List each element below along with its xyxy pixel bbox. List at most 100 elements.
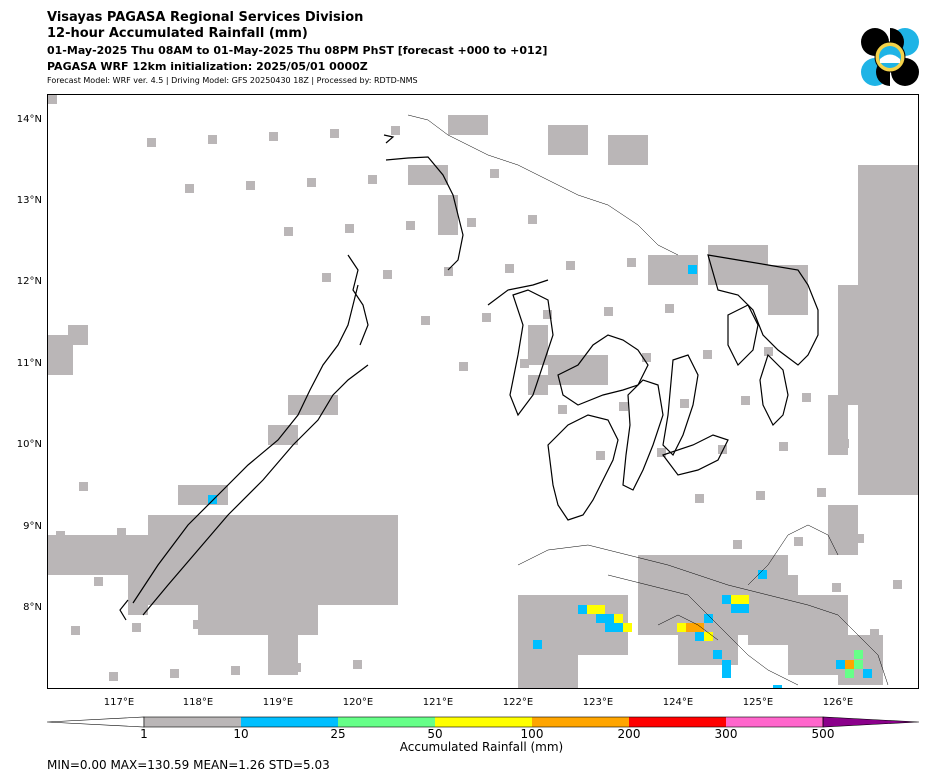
rain-cell	[185, 184, 194, 193]
rain-cell	[345, 224, 354, 233]
rain-cell	[198, 595, 318, 635]
rain-cell	[604, 307, 613, 316]
rain-cell	[627, 258, 636, 267]
colorbar-cell	[532, 717, 629, 727]
rain-cell	[703, 350, 712, 359]
rain-cell	[893, 580, 902, 589]
colorbar-tick: 10	[233, 727, 249, 741]
colorbar-cells	[144, 717, 823, 727]
colorbar-tick: 300	[714, 727, 738, 741]
rain-cell	[467, 218, 476, 227]
rain-cell	[845, 660, 854, 669]
rain-cell	[459, 362, 468, 371]
rain-cell	[528, 325, 548, 365]
lon-label: 121°E	[422, 697, 454, 708]
rain-cell	[695, 494, 704, 503]
lat-label: 10°N	[16, 439, 42, 450]
rain-cell	[391, 126, 400, 135]
colorbar-cell	[241, 717, 338, 727]
rain-cell	[48, 535, 158, 575]
lon-label: 120°E	[342, 697, 374, 708]
rain-cell	[854, 650, 863, 659]
rain-cell	[155, 574, 164, 583]
lat-label: 9°N	[23, 521, 42, 532]
rain-cell	[548, 355, 608, 385]
rain-cell	[56, 531, 65, 540]
rain-cell	[421, 316, 430, 325]
rain-cell	[713, 650, 722, 659]
rain-cell	[619, 402, 628, 411]
rain-cell	[901, 436, 910, 445]
lon-label: 125°E	[742, 697, 774, 708]
lat-label: 8°N	[23, 602, 42, 613]
rain-cell	[802, 393, 811, 402]
rain-cell	[614, 614, 623, 623]
colorbar-title: Accumulated Rainfall (mm)	[399, 740, 564, 754]
map-canvas	[48, 95, 918, 688]
rain-cell	[48, 95, 57, 104]
rain-cell	[246, 181, 255, 190]
rain-cell	[794, 537, 803, 546]
rain-cell	[268, 425, 298, 445]
lon-label: 118°E	[182, 697, 214, 708]
rain-cell	[528, 215, 537, 224]
rain-cell	[722, 595, 731, 604]
rain-cell	[756, 491, 765, 500]
rain-cell	[836, 660, 845, 669]
rain-cell	[741, 396, 750, 405]
rain-cell	[193, 620, 202, 629]
rain-cell	[322, 273, 331, 282]
title-line-1: Visayas PAGASA Regional Services Divisio…	[47, 10, 364, 25]
rain-cell	[109, 672, 118, 681]
rain-cell	[858, 165, 918, 495]
colorbar-cell	[144, 717, 241, 727]
rain-cell	[695, 632, 704, 641]
rain-cell	[854, 660, 863, 669]
rain-cell	[722, 669, 731, 678]
rain-cell	[731, 604, 740, 613]
rain-cell	[518, 655, 578, 688]
lon-label: 119°E	[262, 697, 294, 708]
lat-label: 14°N	[16, 114, 42, 125]
coastlines	[119, 134, 819, 621]
rain-cell	[548, 125, 588, 155]
colorbar-cell	[629, 717, 726, 727]
rain-cell	[263, 515, 323, 535]
rain-cell	[863, 669, 872, 678]
rain-cell	[718, 445, 727, 454]
rain-cell	[254, 617, 263, 626]
rain-cell	[581, 356, 590, 365]
rain-cell	[768, 265, 808, 315]
rain-cell	[686, 623, 695, 632]
rain-cell	[838, 285, 858, 405]
rain-cell	[740, 595, 749, 604]
rain-cell	[330, 129, 339, 138]
statistics: MIN=0.00 MAX=130.59 MEAN=1.26 STD=5.03	[47, 758, 330, 772]
rain-cell	[429, 172, 438, 181]
rain-cell	[704, 614, 713, 623]
rain-cell	[773, 685, 782, 688]
rain-cell	[708, 245, 768, 285]
colorbar-tick: 50	[427, 727, 443, 741]
pagasa-logo-icon	[861, 28, 919, 86]
lat-label: 11°N	[16, 358, 42, 369]
rain-cell	[558, 405, 567, 414]
rain-cell	[216, 571, 225, 580]
title-line-2: 12-hour Accumulated Rainfall (mm)	[47, 26, 308, 41]
colorbar-tick: 200	[617, 727, 641, 741]
rain-cell	[543, 310, 552, 319]
rain-cell	[695, 623, 704, 632]
rain-cell	[845, 669, 854, 678]
rain-cell	[79, 482, 88, 491]
rain-cell	[840, 439, 849, 448]
rain-cell	[688, 265, 697, 274]
rain-cell	[817, 488, 826, 497]
lat-label: 12°N	[16, 276, 42, 287]
rain-cell	[596, 614, 605, 623]
rain-cell	[284, 227, 293, 236]
rain-cell	[642, 353, 651, 362]
rain-cell	[505, 264, 514, 273]
rain-cell	[406, 221, 415, 230]
rain-cell	[614, 623, 623, 632]
model-initialization: PAGASA WRF 12km initialization: 2025/05/…	[47, 60, 368, 73]
